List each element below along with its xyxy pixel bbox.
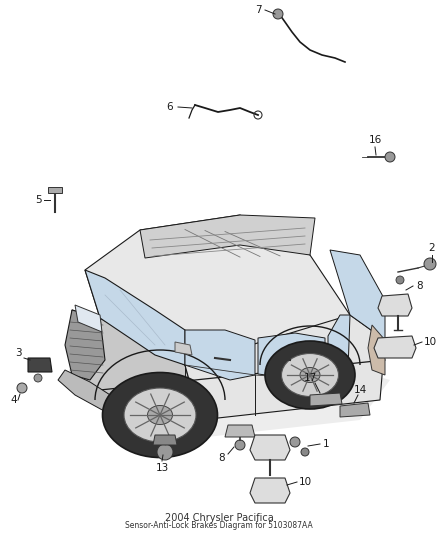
Ellipse shape (282, 353, 339, 397)
Polygon shape (28, 358, 52, 372)
Text: 1: 1 (323, 439, 329, 449)
Polygon shape (140, 215, 315, 258)
Circle shape (34, 374, 42, 382)
Polygon shape (175, 342, 192, 355)
Text: 16: 16 (368, 135, 381, 145)
Text: 10: 10 (424, 337, 437, 347)
Circle shape (301, 448, 309, 456)
Ellipse shape (124, 388, 196, 442)
Text: 3: 3 (15, 348, 21, 358)
Text: 5: 5 (35, 195, 41, 205)
Polygon shape (330, 250, 385, 340)
Ellipse shape (300, 367, 320, 383)
Circle shape (273, 9, 283, 19)
Text: 4: 4 (11, 395, 18, 405)
Polygon shape (258, 333, 325, 380)
Text: Sensor-Anti-Lock Brakes Diagram for 5103087AA: Sensor-Anti-Lock Brakes Diagram for 5103… (125, 521, 313, 530)
Text: 2: 2 (429, 243, 435, 253)
Circle shape (17, 383, 27, 393)
Ellipse shape (102, 373, 218, 457)
Ellipse shape (148, 406, 173, 424)
Polygon shape (75, 305, 102, 332)
Circle shape (396, 276, 404, 284)
Polygon shape (185, 315, 385, 420)
Polygon shape (85, 270, 185, 365)
Polygon shape (378, 294, 412, 316)
Polygon shape (70, 365, 390, 440)
Polygon shape (250, 478, 290, 503)
Polygon shape (340, 403, 370, 417)
Text: 13: 13 (155, 463, 169, 473)
Polygon shape (48, 187, 62, 193)
Text: 2004 Chrysler Pacifica: 2004 Chrysler Pacifica (165, 513, 273, 523)
Polygon shape (185, 330, 255, 380)
Ellipse shape (265, 341, 355, 409)
Polygon shape (328, 315, 350, 370)
Circle shape (157, 444, 173, 460)
Text: 10: 10 (298, 477, 311, 487)
Polygon shape (368, 325, 385, 375)
Polygon shape (85, 215, 350, 365)
Polygon shape (310, 393, 342, 406)
Circle shape (385, 152, 395, 162)
Polygon shape (58, 370, 180, 450)
Polygon shape (65, 310, 105, 380)
Circle shape (235, 440, 245, 450)
Text: 8: 8 (219, 453, 225, 463)
Circle shape (290, 437, 300, 447)
Polygon shape (374, 336, 416, 358)
Text: 14: 14 (353, 385, 367, 395)
Polygon shape (250, 435, 290, 460)
Polygon shape (225, 425, 255, 437)
Text: 17: 17 (304, 373, 317, 383)
Circle shape (424, 258, 436, 270)
Text: 7: 7 (254, 5, 261, 15)
Polygon shape (153, 435, 177, 445)
Text: 8: 8 (417, 281, 423, 291)
Text: 6: 6 (167, 102, 173, 112)
Polygon shape (72, 310, 200, 435)
